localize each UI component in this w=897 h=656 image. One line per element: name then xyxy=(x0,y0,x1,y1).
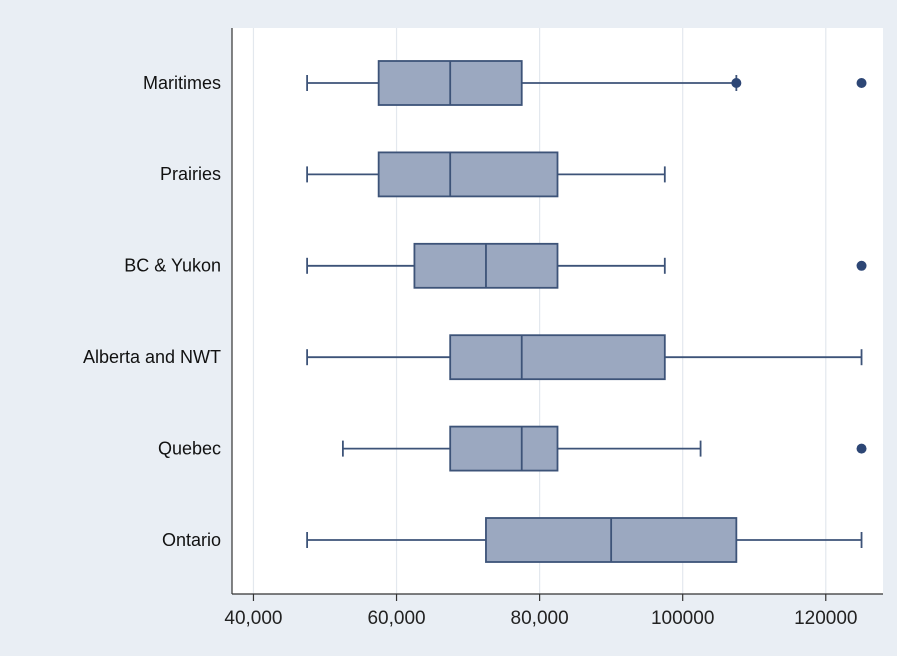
box-series xyxy=(306,60,867,563)
outlier-point xyxy=(856,443,867,454)
box-row xyxy=(306,242,867,289)
category-label: Ontario xyxy=(162,530,221,550)
box-row xyxy=(306,517,863,563)
outlier-point xyxy=(856,78,867,88)
category-label: BC & Yukon xyxy=(124,256,221,276)
x-tick-label: 80,000 xyxy=(511,608,569,629)
x-axis-ticks: 40,000 60,000 80,000 100000 120000 xyxy=(224,594,857,629)
iqr-box xyxy=(377,151,559,198)
outlier-point xyxy=(731,78,742,88)
x-tick-label: 40,000 xyxy=(224,608,282,629)
box-row xyxy=(306,60,867,106)
iqr-box xyxy=(449,334,666,381)
x-tick-label: 100000 xyxy=(651,608,714,629)
category-label: Alberta and NWT xyxy=(83,347,221,367)
box-row xyxy=(341,425,867,472)
category-label: Maritimes xyxy=(143,73,221,93)
box-row xyxy=(306,334,863,381)
outlier-point xyxy=(856,260,867,271)
grid-lines xyxy=(252,28,827,594)
x-tick-label: 60,000 xyxy=(367,608,425,629)
category-label: Prairies xyxy=(160,164,221,184)
x-tick-label: 120000 xyxy=(794,608,857,629)
iqr-box xyxy=(449,425,559,472)
box-row xyxy=(306,151,666,198)
category-label: Quebec xyxy=(158,438,221,458)
category-labels: Maritimes Prairies BC & Yukon Alberta and N… xyxy=(83,73,221,550)
plot-area xyxy=(232,28,883,594)
